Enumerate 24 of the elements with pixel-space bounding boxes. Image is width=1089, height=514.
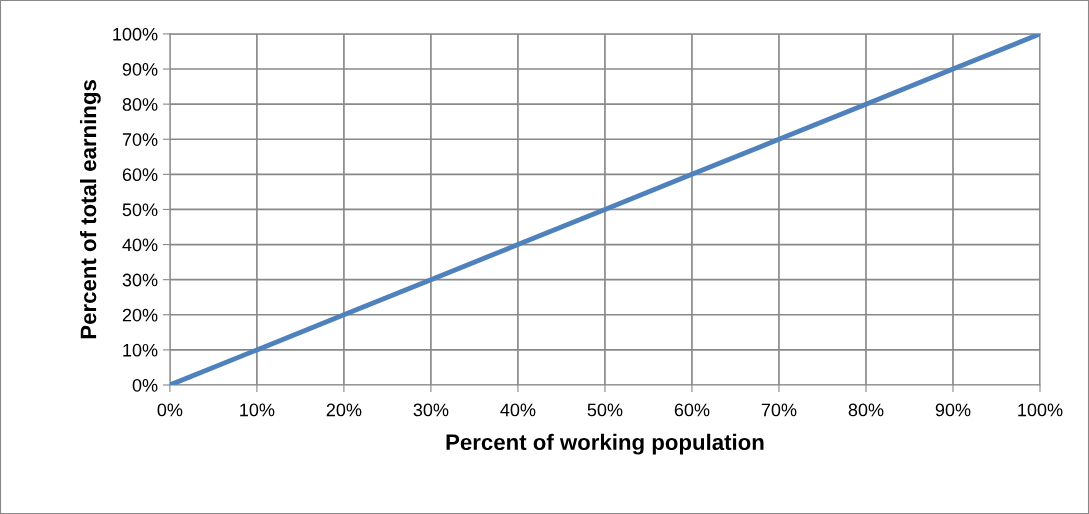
y-tick-label: 50% <box>122 203 158 217</box>
y-tick-label: 20% <box>122 308 158 322</box>
y-tick-label: 80% <box>122 98 158 111</box>
x-tick-label: 0% <box>157 403 183 417</box>
x-tick-label: 60% <box>674 403 710 417</box>
y-tick-label: 70% <box>122 133 158 146</box>
y-tick-label: 90% <box>122 62 158 76</box>
x-tick-label: 90% <box>935 403 971 417</box>
y-tick-label: 10% <box>123 343 158 357</box>
x-tick-label: 50% <box>587 403 623 417</box>
x-axis-title: Percent of working population <box>446 433 764 455</box>
y-tick-label: 30% <box>122 273 158 287</box>
x-tick-label: 100% <box>1018 403 1063 417</box>
x-tick-label: 80% <box>848 403 884 417</box>
x-tick-label: 70% <box>761 403 797 417</box>
x-tick-label: 40% <box>500 403 536 417</box>
y-tick-label: 0% <box>132 378 158 392</box>
x-tick-label: 20% <box>326 403 362 417</box>
x-tick-label: 30% <box>413 403 449 417</box>
y-tick-label: 100% <box>113 27 158 41</box>
y-tick-label: 60% <box>122 168 158 182</box>
y-tick-label: 40% <box>122 238 158 252</box>
x-tick-label: 10% <box>240 403 275 417</box>
y-axis-title: Percent of total earnings <box>79 80 101 339</box>
